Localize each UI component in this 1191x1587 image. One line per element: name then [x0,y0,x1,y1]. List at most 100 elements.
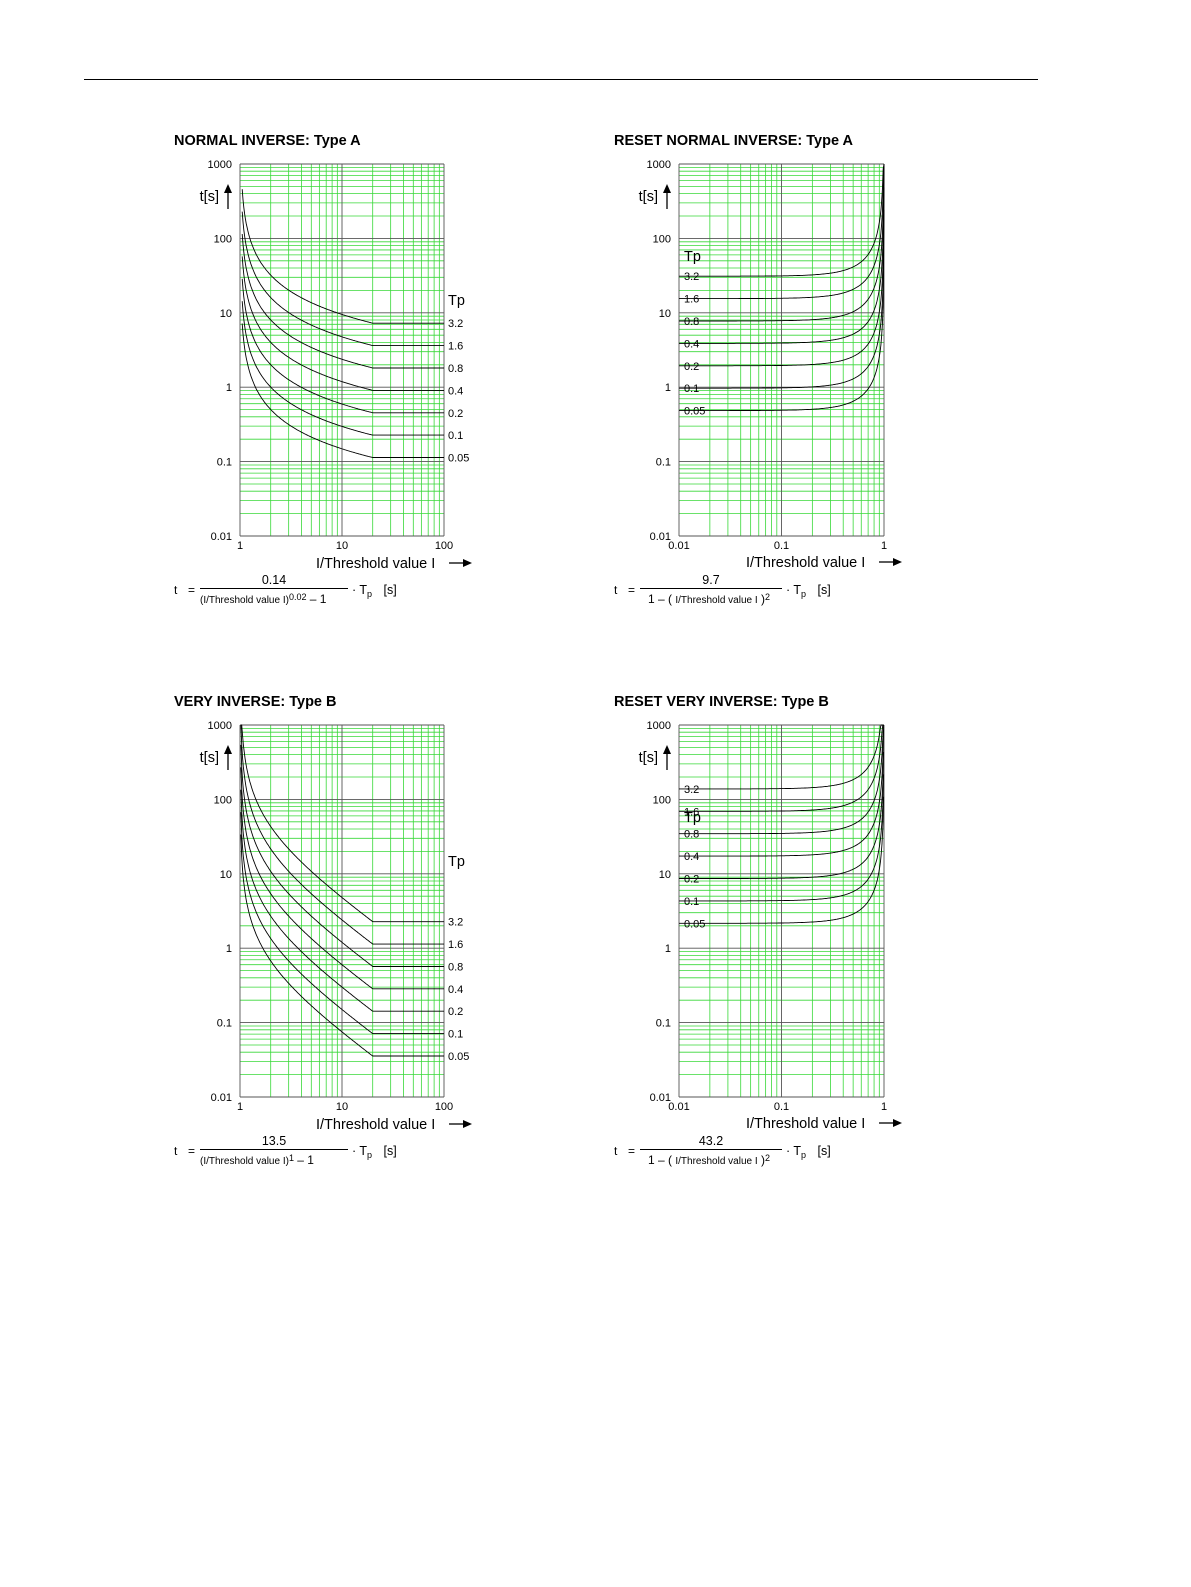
formula-numerator: 9.7 [702,573,720,587]
formula-fraction-bar [200,1149,348,1150]
y-tick-label: 10 [220,869,232,881]
formula-exponent: 2 [764,1153,770,1163]
x-tick-label: 10 [336,540,348,552]
legend-title: Tp [684,810,701,826]
chart-title: RESET NORMAL INVERSE: Type A [614,133,854,149]
chart-svg: 0.01 0.1 1 10 100 1000 1 10 100 t[s] I/Threshold v… [200,720,472,1133]
curve-tp-0-05 [241,323,444,458]
x-tick-label: 10 [336,1101,348,1113]
curve-tp-1-6 [679,724,884,812]
formula-t: t [614,1144,618,1158]
series-label: 1.6 [448,341,463,353]
formula-numerator: 0.14 [261,573,287,587]
series-label: 0.05 [684,406,705,418]
y-tick-label: 0.1 [217,457,232,469]
chart-very-inverse: VERY INVERSE: Type B 0.01 0.1 1 10 100 1000 1 10… [174,694,534,1194]
x-axis-label: I/Threshold value I [316,1117,435,1133]
curve-tp-0-8 [241,233,444,369]
series-label: 0.05 [448,453,469,465]
formula-factor: · Tp [s] [352,1144,397,1160]
formula-den-tail: – 1 [293,1153,314,1167]
y-tick-label: 100 [653,794,671,806]
formula-factor: · Tp [s] [786,583,831,599]
chart-normal-inverse: NORMAL INVERSE: Type A 0.01 0.1 1 10 100 1000 1… [174,133,534,633]
formula-denominator: (I/Threshold value I)1 – 1 [200,1153,314,1167]
y-axis-label: t[s] [200,189,219,205]
x-tick-label: 1 [237,540,243,552]
x-tick-label: 100 [435,1101,453,1113]
formula-eq: = [188,583,196,597]
legend-title: Tp [684,249,701,265]
formula-eq: = [628,1144,636,1158]
curve-tp-0-1 [679,774,885,902]
formula: t = 13.5 (I/Threshold value I)1 – 1 · Tp [s] [174,1134,534,1180]
curve-tp-1-6 [241,211,444,347]
curve-tp-0-1 [679,187,885,389]
curve-tp-3-2 [679,163,885,277]
formula-den-base: (I/Threshold value I) [200,1156,289,1167]
series-label: 0.2 [448,408,463,420]
series-label: 0.05 [448,1051,469,1063]
series-label: 0.2 [448,1006,463,1018]
x-axis-label: I/Threshold value I [746,555,865,571]
formula-numerator: 13.5 [261,1134,287,1148]
series-label: 0.4 [448,385,463,397]
series-label: 0.1 [448,430,463,442]
curves [679,163,885,412]
formula-factor: · Tp [s] [352,583,397,599]
formula-den-base: 1 – ( I/Threshold value I ) [648,1153,765,1167]
curve-tp-1-6 [240,724,444,945]
formula: t = 9.7 1 – ( I/Threshold value I )2 · Tp [s… [614,573,974,619]
formula-denominator: 1 – ( I/Threshold value I )2 [648,1153,770,1167]
curve-tp-0-8 [240,744,444,967]
y-tick-label: 0.1 [656,1018,671,1030]
formula-factor: · Tp [s] [786,1144,831,1160]
formula-numerator: 43.2 [698,1134,724,1148]
formula-denominator: (I/Threshold value I)0.02 – 1 [200,592,326,606]
curve-tp-0-1 [241,301,444,436]
chart-svg: 0.01 0.1 1 10 100 1000 0.01 0.1 1 t[s] I/Threshold… [639,720,902,1132]
series-label: 1.6 [684,806,699,818]
chart-title: RESET VERY INVERSE: Type B [614,694,829,710]
y-tick-label: 1 [226,382,232,394]
curve-tp-0-4 [240,767,444,990]
series-label: 3.2 [684,784,699,796]
series-label: 0.2 [684,361,699,373]
series-label: 3.2 [684,271,699,283]
x-tick-label: 1 [881,540,887,552]
chart-reset-very-inverse: RESET VERY INVERSE: Type B 0.01 0.1 1 10 100 1… [614,694,974,1194]
curves [679,724,885,924]
y-axis-label: t[s] [639,189,658,205]
curve-tp-0-2 [240,789,444,1012]
series-label: 0.1 [684,383,699,395]
y-tick-label: 1000 [208,159,232,171]
series-label: 0.4 [684,338,699,350]
formula-exponent: 2 [764,592,770,602]
formula-exponent: 0.02 [288,592,307,602]
formula-den-tail: – 1 [306,592,327,606]
x-tick-label: 0.1 [774,540,789,552]
formula: t = 0.14 (I/Threshold value I)0.02 – 1 · Tp … [174,573,534,619]
y-tick-label: 0.01 [211,531,232,543]
x-axis-arrowhead [893,558,902,566]
series-label: 0.05 [684,918,705,930]
curve-tp-0-05 [240,834,444,1057]
legend-title: Tp [448,293,465,309]
series-label: 0.4 [684,851,699,863]
series-label: 1.6 [684,294,699,306]
series-label: 0.2 [684,874,699,886]
y-tick-label: 1 [226,943,232,955]
y-tick-label: 1000 [208,720,232,732]
formula-fraction-bar [200,588,348,589]
y-axis-arrowhead [224,745,232,754]
x-axis-arrowhead [893,1119,902,1127]
x-tick-label: 1 [881,1101,887,1113]
series-label: 0.4 [448,984,463,996]
curve-tp-0-2 [679,751,885,879]
x-axis-arrowhead [463,559,472,567]
formula-fraction-bar [640,1149,782,1150]
y-axis-label: t[s] [200,750,219,766]
curves [241,189,444,458]
y-tick-label: 10 [659,308,671,320]
series-label: 0.8 [684,829,699,841]
